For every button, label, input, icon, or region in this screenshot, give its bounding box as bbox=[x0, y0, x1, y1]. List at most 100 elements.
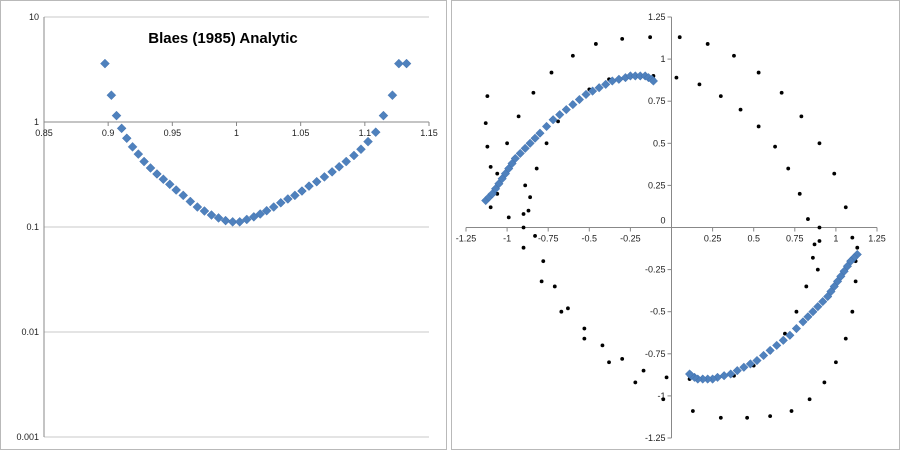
black-dot bbox=[850, 235, 855, 240]
blue-diamond bbox=[732, 366, 742, 376]
black-dot bbox=[732, 53, 736, 58]
black-dot bbox=[559, 309, 564, 314]
blue-diamond bbox=[813, 302, 823, 312]
black-dot bbox=[799, 114, 804, 119]
data-point bbox=[178, 190, 189, 201]
blue-diamond bbox=[758, 350, 769, 361]
black-dot bbox=[539, 279, 544, 284]
black-dot bbox=[648, 35, 653, 40]
blue-diamond bbox=[601, 79, 611, 89]
black-dot bbox=[600, 343, 605, 348]
black-dot bbox=[804, 284, 809, 289]
black-dot bbox=[633, 380, 638, 385]
chart-title: Blaes (1985) Analytic bbox=[148, 30, 298, 47]
black-dot bbox=[718, 94, 723, 99]
y-tick-label: -0.75 bbox=[645, 349, 666, 359]
right-chart: -1.25 -1 -0.75 -0.5 -0.25 0.25 0.5 0.75 1 1.25 1.2… bbox=[456, 12, 886, 443]
y-tick-label: 1 bbox=[34, 117, 39, 127]
blue-diamond bbox=[510, 153, 520, 164]
data-point bbox=[133, 149, 144, 159]
x-tick-label: -1.25 bbox=[456, 234, 477, 244]
data-point bbox=[401, 58, 412, 69]
black-dot bbox=[566, 306, 570, 311]
data-point bbox=[290, 190, 300, 201]
origin-label: 0 bbox=[660, 216, 665, 226]
black-dot bbox=[832, 171, 837, 176]
data-point bbox=[297, 186, 307, 196]
black-dot bbox=[582, 326, 587, 331]
black-dot bbox=[528, 195, 533, 200]
black-dot bbox=[534, 166, 539, 171]
x-tick-label: -0.75 bbox=[538, 234, 559, 244]
black-dot bbox=[756, 124, 761, 129]
black-dot bbox=[620, 356, 625, 361]
black-dot bbox=[531, 90, 536, 95]
y-tick-label: 0.01 bbox=[21, 327, 39, 337]
blue-diamond bbox=[581, 89, 591, 100]
blue-diamond bbox=[719, 371, 729, 381]
black-dot bbox=[834, 360, 838, 365]
blue-diamond bbox=[712, 372, 723, 382]
data-point bbox=[158, 174, 169, 185]
x-tick-label: 1.1 bbox=[359, 128, 372, 138]
black-dot bbox=[506, 215, 511, 220]
data-point bbox=[268, 202, 279, 212]
x-tick-label: 1 bbox=[234, 128, 239, 138]
y-tick-label: 1 bbox=[660, 54, 665, 64]
black-dot bbox=[786, 166, 791, 171]
black-dot bbox=[806, 217, 810, 221]
black-dot bbox=[620, 36, 625, 41]
black-dot bbox=[853, 279, 858, 284]
black-dot bbox=[505, 141, 509, 146]
data-point bbox=[145, 163, 156, 173]
data-point bbox=[349, 150, 359, 161]
data-point bbox=[100, 58, 110, 69]
y-tick-label: -0.25 bbox=[645, 265, 666, 275]
black-dot bbox=[488, 205, 493, 210]
data-point bbox=[192, 202, 203, 212]
blue-diamond bbox=[818, 297, 828, 307]
black-dot bbox=[541, 259, 546, 264]
black-dot bbox=[850, 309, 855, 314]
blue-diamond bbox=[739, 362, 749, 372]
black-dot bbox=[697, 82, 702, 87]
data-point bbox=[213, 213, 224, 223]
data-point bbox=[185, 196, 196, 207]
black-dot bbox=[521, 212, 526, 216]
data-point bbox=[356, 144, 366, 155]
blue-diamond bbox=[765, 345, 775, 356]
data-point bbox=[234, 217, 245, 227]
blue-diamond bbox=[772, 340, 782, 350]
black-dot bbox=[779, 90, 784, 95]
black-dot bbox=[485, 144, 490, 149]
black-dot bbox=[533, 234, 537, 238]
data-point bbox=[227, 217, 238, 227]
blue-diamond bbox=[726, 369, 736, 379]
blue-diamond bbox=[798, 317, 808, 327]
data-point bbox=[121, 133, 132, 144]
y-tick-label: 10 bbox=[29, 12, 39, 22]
black-dot bbox=[822, 380, 827, 385]
black-dot bbox=[794, 309, 799, 314]
black-dot bbox=[521, 225, 526, 230]
y-tick-label: 0.75 bbox=[648, 96, 666, 106]
data-point bbox=[199, 206, 210, 216]
data-point bbox=[106, 90, 117, 100]
black-dot bbox=[810, 255, 815, 260]
blue-diamond bbox=[614, 74, 624, 84]
black-dot bbox=[789, 409, 794, 413]
black-dot bbox=[488, 164, 493, 169]
data-point bbox=[363, 136, 373, 147]
black-dot bbox=[570, 53, 575, 58]
data-point bbox=[319, 172, 330, 182]
data-point bbox=[304, 181, 314, 191]
black-dot bbox=[705, 42, 710, 46]
x-tick-label: 0.75 bbox=[786, 234, 804, 244]
blue-diamond bbox=[520, 143, 530, 153]
x-tick-label: -0.5 bbox=[582, 234, 598, 244]
x-tick-label: 0.5 bbox=[747, 234, 760, 244]
left-chart-panel: 10 1 0.1 0.01 0.001 0.85 0.9 0.95 1 1.05 1.1 1.15 Bl… bbox=[0, 0, 447, 450]
black-dot bbox=[756, 70, 761, 75]
blue-diamond bbox=[791, 323, 802, 334]
blue-diamond bbox=[685, 369, 695, 379]
